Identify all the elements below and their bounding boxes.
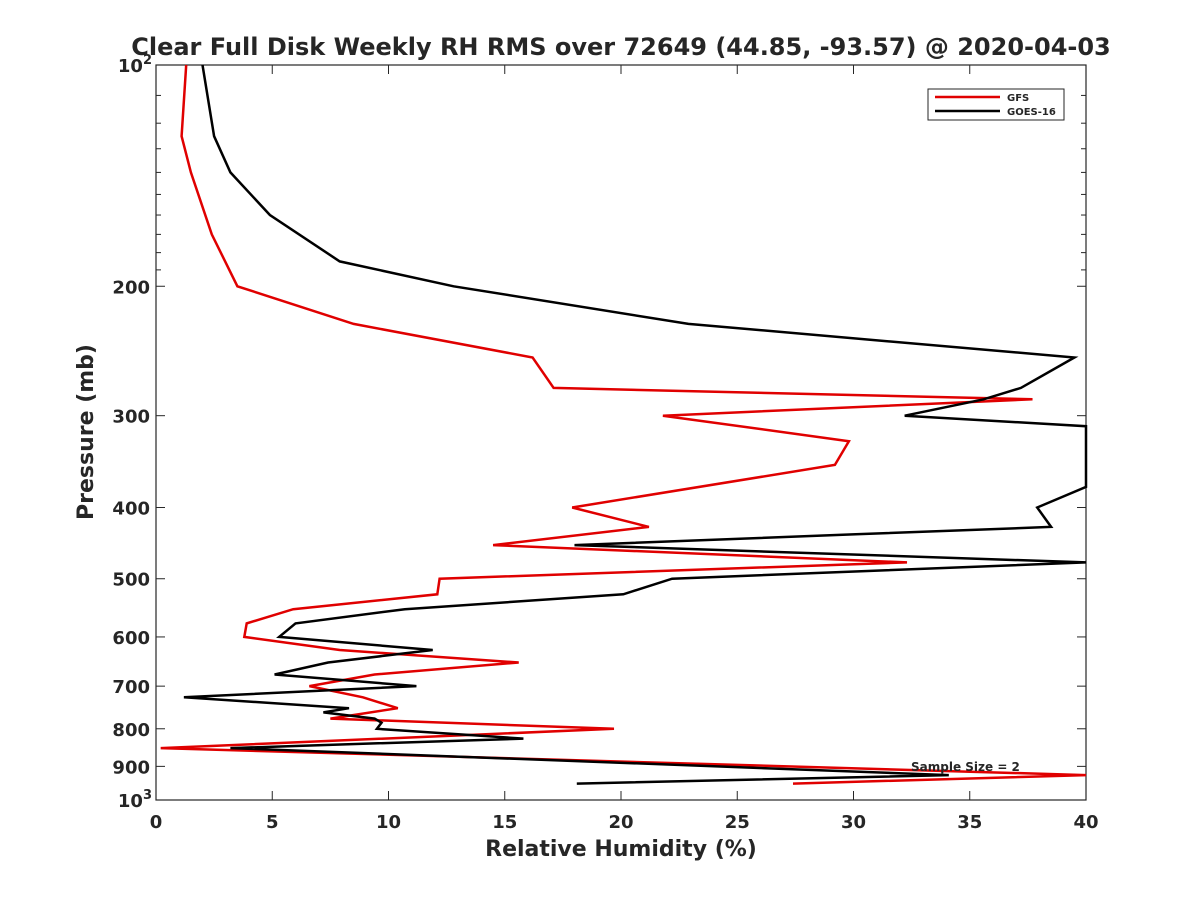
legend: GFS GOES-16 xyxy=(927,88,1065,121)
x-tick-label: 30 xyxy=(841,812,866,833)
plot-box xyxy=(155,64,1087,801)
legend-box xyxy=(927,88,1065,121)
y-tick-label: 800 xyxy=(112,720,150,741)
x-tick-label: 0 xyxy=(150,812,163,833)
y-tick-label: 600 xyxy=(112,628,150,649)
x-tick-label: 20 xyxy=(608,812,633,833)
x-tick-label: 40 xyxy=(1073,812,1098,833)
series-line-goes16 xyxy=(183,64,1088,785)
plot-area: 0 5 10 15 20 25 30 35 40 102 200 300 400 500 600 700 80… xyxy=(112,53,1098,833)
legend-label-goes16: GOES-16 xyxy=(1007,107,1056,118)
sample-size-annotation: Sample Size = 2 xyxy=(911,760,1020,774)
y-tick-label: 700 xyxy=(112,677,150,698)
legend-label-gfs: GFS xyxy=(1007,93,1029,104)
series-line-gfs xyxy=(160,64,1087,785)
x-tick-label: 35 xyxy=(957,812,982,833)
x-tick-label: 15 xyxy=(492,812,517,833)
x-tick-label: 5 xyxy=(266,812,279,833)
y-tick-label: 200 xyxy=(112,277,150,298)
chart-title: Clear Full Disk Weekly RH RMS over 72649… xyxy=(131,33,1111,61)
y-axis-label: Pressure (mb) xyxy=(74,344,99,520)
x-axis-label: Relative Humidity (%) xyxy=(485,837,757,862)
y-tick-label: 300 xyxy=(112,407,150,428)
y-axis-ticks: 102 200 300 400 500 600 700 800 900 103 xyxy=(112,53,1086,812)
y-tick-label: 400 xyxy=(112,499,150,520)
x-tick-label: 10 xyxy=(376,812,401,833)
x-tick-label: 25 xyxy=(725,812,750,833)
y-tick-label: 103 xyxy=(118,788,152,812)
y-tick-label: 102 xyxy=(118,53,152,77)
x-axis-ticks: 0 5 10 15 20 25 30 35 40 xyxy=(150,65,1099,833)
y-tick-label: 900 xyxy=(112,757,150,778)
series-layer xyxy=(160,64,1088,785)
y-tick-label: 500 xyxy=(112,570,150,591)
